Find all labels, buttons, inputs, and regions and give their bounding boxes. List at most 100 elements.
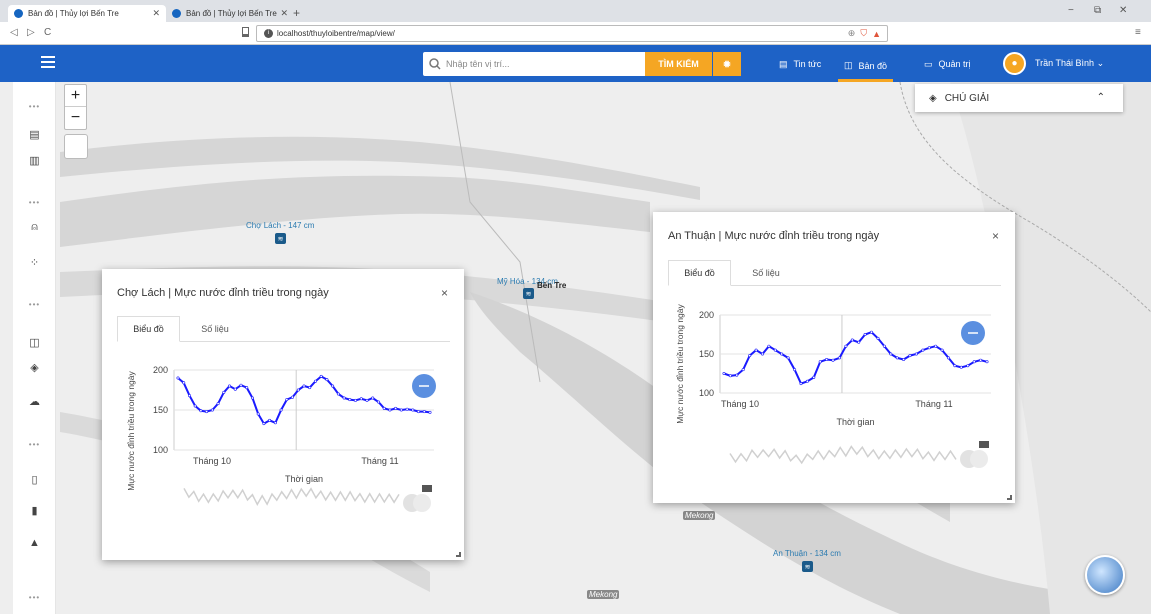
chevron-up-icon[interactable]: ⌃ — [1096, 92, 1105, 103]
legend-panel[interactable]: ◈ CHÚ GIẢI ⌃ — [915, 84, 1123, 112]
data-point — [314, 379, 318, 383]
close-icon[interactable]: × — [991, 229, 999, 243]
y-tick-label: 100 — [699, 388, 714, 398]
data-point — [889, 352, 893, 356]
data-point — [336, 392, 340, 396]
y-tick-label: 150 — [153, 405, 168, 415]
browser-tab-2[interactable]: Bản đồ | Thủy lợi Bến Tre ✕ — [166, 5, 294, 22]
search-button[interactable]: TÌM KIẾM — [645, 52, 712, 76]
popup-title: An Thuận | Mực nước đỉnh triều trong ngà… — [668, 230, 880, 242]
settings-gear-button[interactable]: ✹ — [713, 52, 741, 76]
bookmark-icon[interactable] — [242, 27, 249, 37]
data-point — [273, 421, 277, 425]
data-point — [411, 408, 415, 412]
minimize-button[interactable]: − — [1068, 5, 1074, 16]
data-point — [296, 388, 300, 392]
zoom-icon[interactable]: ⊕ — [847, 28, 856, 38]
data-point — [786, 356, 790, 360]
zoom-in-button[interactable]: + — [65, 85, 86, 107]
station-marker-myhoa[interactable]: ≋ — [523, 288, 534, 299]
data-point — [354, 398, 358, 402]
tab-data[interactable]: Số liệu — [201, 324, 229, 334]
data-point — [773, 348, 777, 352]
favicon-icon — [172, 9, 181, 18]
resize-handle[interactable] — [1007, 495, 1012, 500]
antenna-icon[interactable]: ⍝ — [31, 220, 38, 233]
popup-title: Chợ Lách | Mực nước đỉnh triều trong ngà… — [117, 287, 329, 299]
user-menu[interactable]: Trần Thái Bình ⌄ — [1035, 58, 1104, 69]
map-layer-icon[interactable]: ◫ — [29, 336, 40, 349]
nav-map[interactable]: ◫ Bản đồ — [838, 52, 894, 82]
close-tab-icon[interactable]: ✕ — [280, 8, 288, 18]
window-close-button[interactable]: ✕ — [1119, 5, 1128, 16]
data-point — [428, 410, 432, 414]
layers-icon[interactable]: ◈ — [30, 361, 39, 374]
tide-chart: 100 150 200 Tháng 10 Tháng 11 Thời gian Mực nư… — [126, 365, 436, 512]
basemap-switch-button[interactable] — [1085, 555, 1125, 595]
forward-icon[interactable]: ▷ — [27, 27, 35, 38]
menu-icon[interactable] — [41, 56, 55, 68]
data-point — [268, 418, 272, 422]
data-point — [394, 406, 398, 410]
data-point — [239, 383, 243, 387]
data-point — [857, 340, 861, 344]
data-point — [818, 360, 822, 364]
popup-anthuan: An Thuận | Mực nước đỉnh triều trong ngà… — [653, 212, 1015, 503]
browser-tab-bar: Bản đồ | Thủy lợi Bến Tre ✕ Bản đồ | Thủ… — [0, 0, 1151, 22]
more-icon: ••• — [28, 299, 41, 309]
data-point — [825, 357, 829, 361]
info-icon[interactable]: i — [264, 29, 273, 38]
data-point — [193, 404, 197, 408]
data-point — [908, 354, 912, 358]
resize-handle[interactable] — [456, 552, 461, 557]
data-point — [216, 402, 220, 406]
search-input[interactable] — [446, 59, 626, 69]
data-point — [388, 408, 392, 412]
close-tab-icon[interactable]: ✕ — [152, 8, 160, 18]
left-toolbar: ••• ▤ ▥ ••• ⍝ ⁘ ••• ◫ ◈ ☁ ••• ▯ ▮ ▲ ••• — [13, 82, 56, 614]
warning-icon[interactable]: ▲ — [29, 537, 40, 549]
new-tab-button[interactable]: + — [293, 6, 301, 20]
browser-menu-icon[interactable]: ≡ — [1135, 27, 1141, 38]
wave-icon: ≋ — [277, 235, 284, 243]
data-point — [870, 330, 874, 334]
back-icon[interactable]: ◁ — [10, 27, 18, 38]
nav-admin[interactable]: ▭ Quản trị — [924, 52, 971, 76]
box-select-button[interactable] — [64, 134, 88, 159]
y-tick-label: 150 — [699, 349, 714, 359]
data-point — [748, 354, 752, 358]
grid-dots-icon[interactable]: ⁘ — [29, 256, 40, 269]
browser-tab-1[interactable]: Bản đồ | Thủy lợi Bến Tre ✕ — [8, 5, 166, 22]
maximize-button[interactable]: ⧉ — [1094, 5, 1102, 16]
gauge-icon[interactable]: ▮ — [31, 504, 38, 517]
station-marker-cholach[interactable]: ≋ — [275, 233, 286, 244]
more-icon: ••• — [28, 197, 41, 207]
url-field[interactable]: i localhost/thuyloibentre/map/view/ ⊕ ⛉ … — [256, 25, 888, 42]
document-icon[interactable]: ▥ — [29, 154, 40, 167]
nav-map-label: Bản đồ — [858, 60, 888, 71]
station-marker-anthuan[interactable]: ≋ — [802, 561, 813, 572]
tab-data[interactable]: Số liệu — [752, 268, 780, 278]
brave-shield-icon[interactable]: ⛉ — [860, 28, 868, 38]
nav-news[interactable]: ▤ Tin tức — [779, 52, 821, 76]
close-icon[interactable]: × — [440, 286, 448, 300]
reload-icon[interactable]: C — [44, 27, 52, 38]
data-point — [319, 374, 323, 378]
tab-chart[interactable]: Biểu đồ — [117, 316, 180, 342]
data-point — [934, 344, 938, 348]
x-axis-label: Thời gian — [285, 474, 323, 484]
data-point — [382, 406, 386, 410]
zoom-out-button[interactable]: − — [70, 109, 81, 126]
data-point — [882, 344, 886, 348]
brave-rewards-icon[interactable]: ▲ — [872, 28, 881, 39]
weather-icon[interactable]: ☁ — [29, 395, 40, 408]
browser-tab-title: Bản đồ | Thủy lợi Bến Tre — [186, 9, 277, 18]
list-icon[interactable]: ▤ — [29, 128, 40, 141]
avatar[interactable]: ● — [1003, 52, 1026, 75]
tab-chart[interactable]: Biểu đồ — [668, 260, 731, 286]
search-box — [423, 52, 645, 76]
data-point — [921, 348, 925, 352]
data-point — [285, 398, 289, 402]
tablet-icon[interactable]: ▯ — [31, 473, 38, 486]
